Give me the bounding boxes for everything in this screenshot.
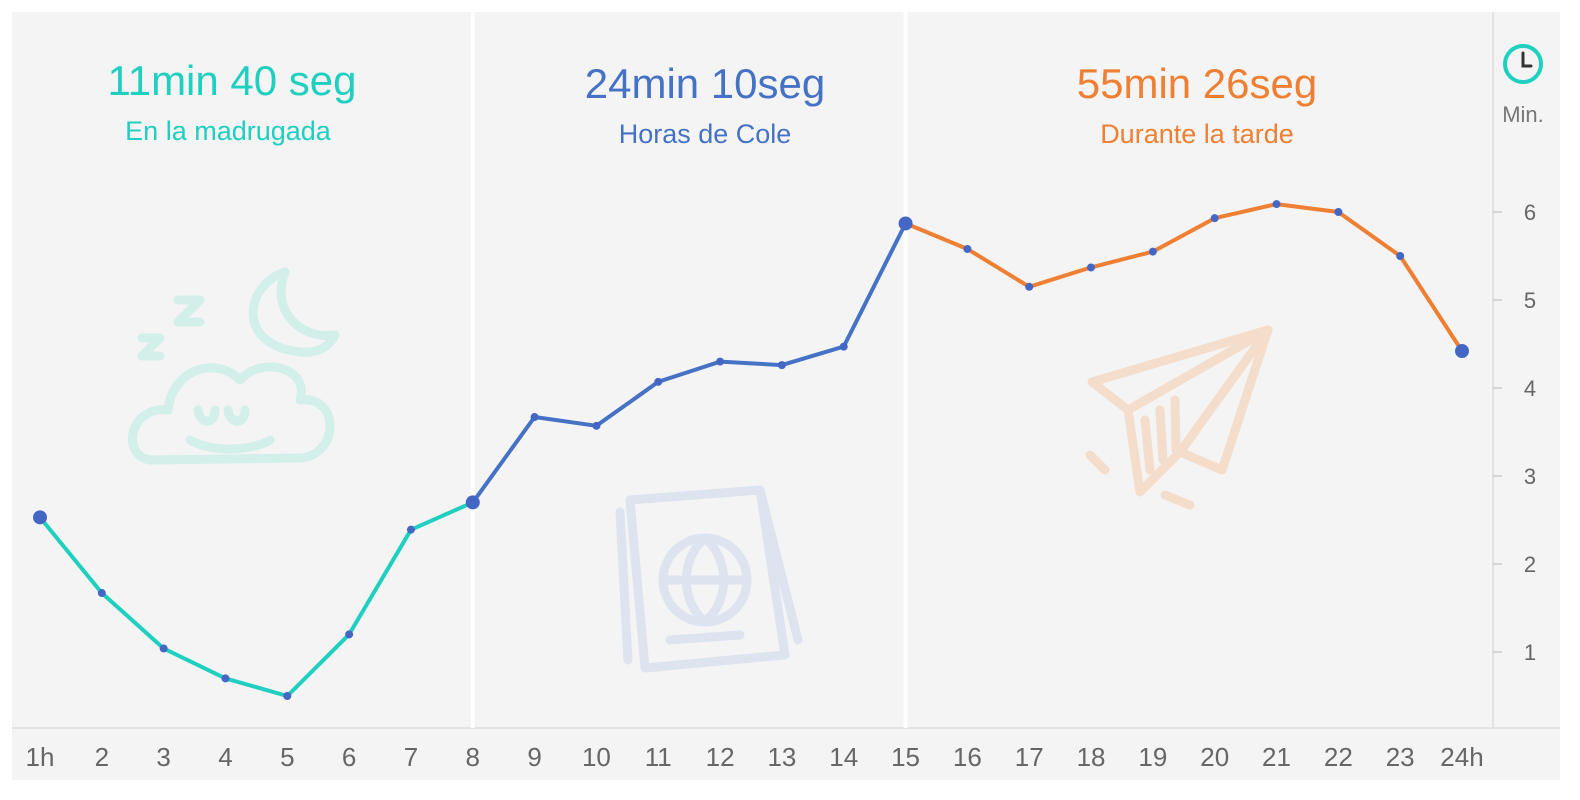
y-tick-label: 2	[1524, 552, 1536, 577]
x-tick-label: 6	[342, 742, 356, 772]
series-line-segment-3	[903, 202, 1464, 353]
data-point	[1334, 208, 1343, 216]
x-tick-label: 12	[706, 742, 735, 772]
section-label-cole: Horas de Cole	[619, 119, 792, 149]
data-point	[283, 692, 292, 700]
section-value-tarde: 55min 26seg	[1077, 60, 1318, 107]
y-tick-label: 5	[1524, 288, 1536, 313]
data-point	[1025, 282, 1034, 291]
data-point	[221, 674, 230, 683]
x-tick-label: 19	[1138, 742, 1167, 772]
y-axis-ticks: 1 2 3 4 5 6	[1493, 200, 1536, 665]
x-tick-label: 11	[645, 742, 672, 772]
section-value-madrugada: 11min 40 seg	[107, 57, 356, 104]
x-tick-label: 2	[95, 742, 109, 772]
data-point	[530, 413, 539, 422]
data-point	[159, 644, 168, 653]
x-tick-label: 5	[280, 742, 294, 772]
x-tick-label: 22	[1324, 742, 1353, 772]
passport-icon	[615, 485, 803, 673]
data-point	[465, 495, 480, 510]
y-tick-label: 1	[1524, 640, 1536, 665]
x-tick-label: 16	[953, 742, 982, 772]
data-point	[963, 244, 972, 253]
x-tick-label: 24h	[1440, 742, 1483, 772]
y-tick-label: 6	[1524, 200, 1536, 225]
data-point	[1087, 263, 1096, 272]
series-line-segment-1	[38, 500, 475, 698]
x-tick-label: 7	[404, 742, 418, 772]
y-tick-label: 3	[1524, 464, 1536, 489]
x-tick-label: 10	[582, 742, 611, 772]
y-tick-label: 4	[1524, 376, 1536, 401]
data-point	[1396, 252, 1405, 260]
paper-plane-icon	[1085, 325, 1273, 510]
data-point	[592, 421, 601, 430]
data-point	[777, 361, 786, 370]
x-tick-label: 21	[1262, 742, 1291, 772]
section-label-madrugada: En la madrugada	[125, 116, 332, 146]
section-label-tarde: Durante la tarde	[1100, 119, 1294, 149]
data-point	[1148, 247, 1157, 256]
x-axis-ticks: 1h 2 3 4 5 6 7 8 9 10 11 12 13 14 15 16 17 18 19 20 21 22 23 24…	[26, 742, 1484, 772]
data-point	[1455, 344, 1469, 359]
clock-icon	[1503, 44, 1543, 84]
data-point	[33, 510, 47, 525]
series-points	[33, 200, 1469, 700]
x-tick-label: 18	[1077, 742, 1106, 772]
data-point	[97, 589, 106, 598]
x-tick-label: 23	[1386, 742, 1415, 772]
x-tick-label: 14	[829, 742, 858, 772]
section-dividers	[470, 12, 908, 728]
x-tick-label: 15	[891, 742, 920, 772]
data-point	[716, 357, 725, 366]
x-tick-label: 1h	[26, 742, 55, 772]
data-point	[654, 377, 663, 386]
series-line-segment-2	[470, 221, 908, 505]
series-lines	[38, 202, 1464, 698]
x-tick-label: 3	[156, 742, 170, 772]
x-tick-label: 8	[466, 742, 480, 772]
x-tick-label: 9	[527, 742, 541, 772]
data-point	[839, 342, 848, 351]
x-tick-label: 20	[1200, 742, 1229, 772]
x-tick-label: 4	[218, 742, 232, 772]
data-point	[1210, 214, 1219, 223]
x-tick-label: 13	[767, 742, 796, 772]
data-point	[345, 630, 354, 639]
x-tick-label: 17	[1015, 742, 1044, 772]
data-point	[898, 216, 913, 231]
data-point	[1272, 200, 1281, 209]
y-axis-unit-label: Min.	[1502, 102, 1544, 127]
data-point	[406, 525, 415, 534]
section-value-cole: 24min 10seg	[585, 60, 826, 107]
sleeping-cloud-moon-icon	[128, 267, 340, 465]
